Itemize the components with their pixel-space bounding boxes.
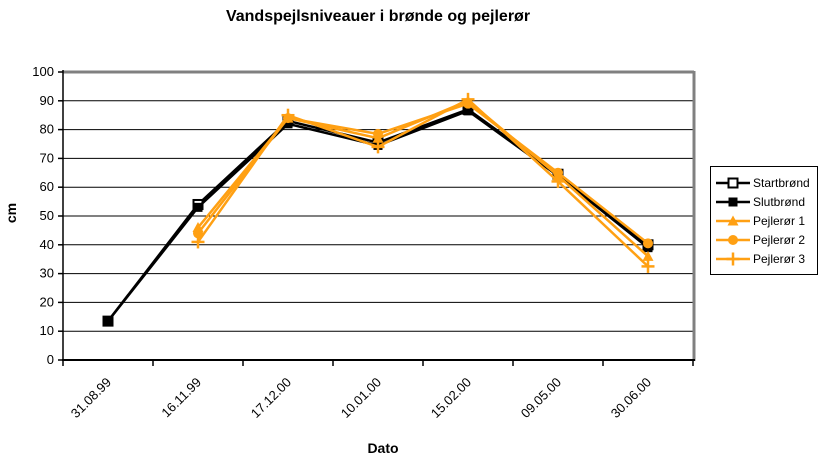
filled-square-marker-icon xyxy=(716,197,750,206)
legend-label: Pejlerør 3 xyxy=(753,251,806,266)
y-tick-label: 100 xyxy=(32,64,54,79)
legend-label: Slutbrønd xyxy=(753,194,806,209)
legend: Startbrønd Slutbrønd Pejlerør 1 Pejlerør 2 P… xyxy=(710,166,818,275)
y-tick-label: 50 xyxy=(40,208,54,223)
chart-title: Vandspejlsniveauer i brønde og pejlerør xyxy=(225,8,531,25)
y-tick-label: 0 xyxy=(47,352,54,367)
y-tick-label: 90 xyxy=(40,93,54,108)
legend-label: Startbrønd xyxy=(753,175,810,190)
legend-item-pejlerør-2: Pejlerør 2 xyxy=(715,230,813,249)
x-tick-label: 30.06.00 xyxy=(608,375,654,421)
x-tick-labels: 31.08.99 16.11.99 17.12.00 10.01.00 15.02.00… xyxy=(68,375,654,421)
y-tick-label: 40 xyxy=(40,237,54,252)
legend-label: Pejlerør 1 xyxy=(753,213,806,228)
legend-item-pejlerør-3: Pejlerør 3 xyxy=(715,249,813,268)
triangle-marker-icon xyxy=(716,215,750,225)
open-square-marker-icon xyxy=(716,177,750,188)
y-tick-label: 10 xyxy=(40,323,54,338)
legend-item-pejlerør-1: Pejlerør 1 xyxy=(715,211,813,230)
x-tick-label: 15.02.00 xyxy=(428,375,474,421)
y-tick-label: 20 xyxy=(40,294,54,309)
x-tick-label: 16.11.99 xyxy=(158,375,204,421)
y-tick-labels: 0 10 20 30 40 50 60 70 80 90 100 xyxy=(32,64,54,367)
y-tick-label: 70 xyxy=(40,150,54,165)
x-tick-label: 31.08.99 xyxy=(68,375,114,421)
series-pejlerør-1 xyxy=(192,95,654,261)
circle-marker-icon xyxy=(716,234,750,245)
x-tick-label: 09.05.00 xyxy=(518,375,564,421)
legend-label: Pejlerør 2 xyxy=(753,232,806,247)
y-tick-label: 60 xyxy=(40,179,54,194)
series-pejlerør-2 xyxy=(193,98,653,249)
x-tick-label: 10.01.00 xyxy=(338,375,384,421)
y-tick-label: 80 xyxy=(40,122,54,137)
x-tick-label: 17.12.00 xyxy=(248,375,294,421)
axes xyxy=(58,70,695,366)
y-axis-label: cm xyxy=(3,202,19,224)
plot-border xyxy=(63,70,696,361)
legend-item-slutbrønd: Slutbrønd xyxy=(715,192,813,211)
plus-marker-icon xyxy=(716,252,750,265)
series-pejlerør-3 xyxy=(191,92,655,273)
x-axis-label: Dato xyxy=(367,440,399,456)
legend-item-startbrønd: Startbrønd xyxy=(715,173,813,192)
y-tick-label: 30 xyxy=(40,266,54,281)
